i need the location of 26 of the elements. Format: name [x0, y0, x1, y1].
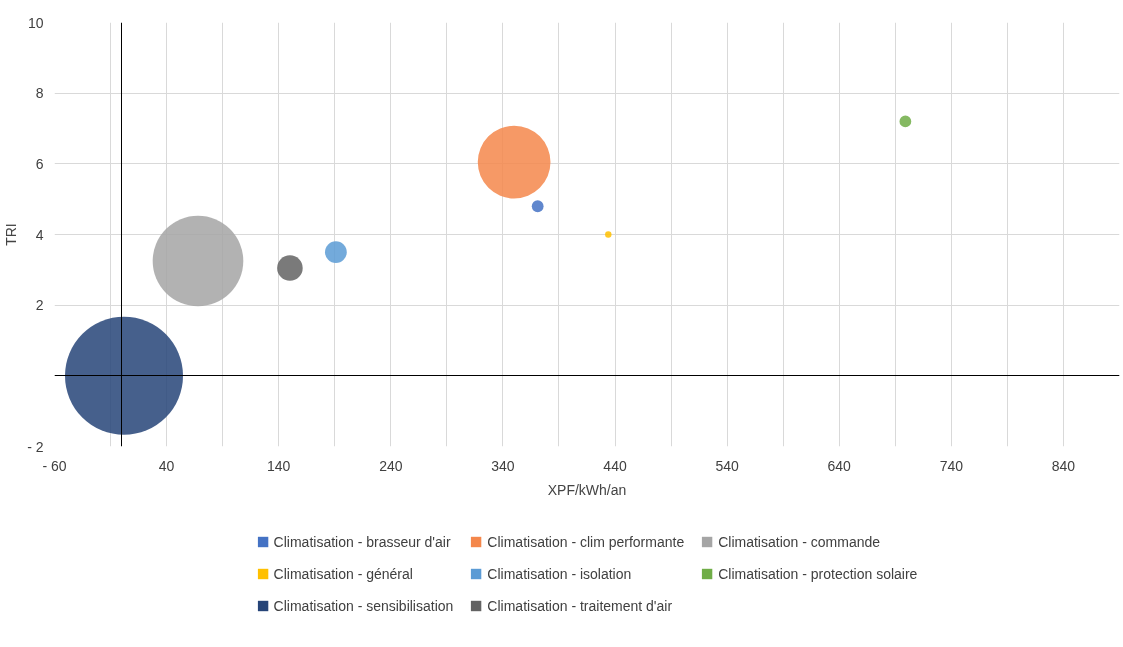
x-tick-label: 840	[1051, 457, 1076, 474]
legend-label: Climatisation - brasseur d'air	[273, 533, 451, 550]
x-tick-label: 540	[715, 457, 740, 474]
y-tick-label: 4	[35, 226, 44, 243]
y-axis-title: TRI	[3, 223, 20, 246]
x-tick-label: 640	[827, 457, 852, 474]
legend-label: Climatisation - clim performante	[487, 533, 685, 550]
x-tick-label: 140	[267, 457, 291, 474]
legend-label: Climatisation - général	[273, 565, 413, 582]
y-tick-label: 2	[35, 297, 44, 314]
legend-label: Climatisation - sensibilisation	[273, 597, 454, 614]
x-tick-label: 340	[491, 457, 515, 474]
x-tick-label: 240	[379, 457, 403, 474]
x-axis-title: XPF/kWh/an	[547, 481, 627, 498]
y-tick-label: - 2	[27, 438, 44, 455]
x-tick-label: 40	[158, 457, 175, 474]
y-tick-label: 6	[35, 155, 44, 172]
legend-label: Climatisation - isolation	[487, 565, 632, 582]
y-tick-label: 8	[35, 85, 44, 102]
x-tick-label: 440	[603, 457, 627, 474]
x-tick-label: - 60	[42, 457, 67, 474]
legend-label: Climatisation - commande	[718, 533, 881, 550]
legend-label: Climatisation - traitement d'air	[487, 597, 673, 614]
y-tick-label: 10	[27, 14, 44, 31]
x-tick-label: 740	[939, 457, 964, 474]
legend-label: Climatisation - protection solaire	[718, 565, 918, 582]
